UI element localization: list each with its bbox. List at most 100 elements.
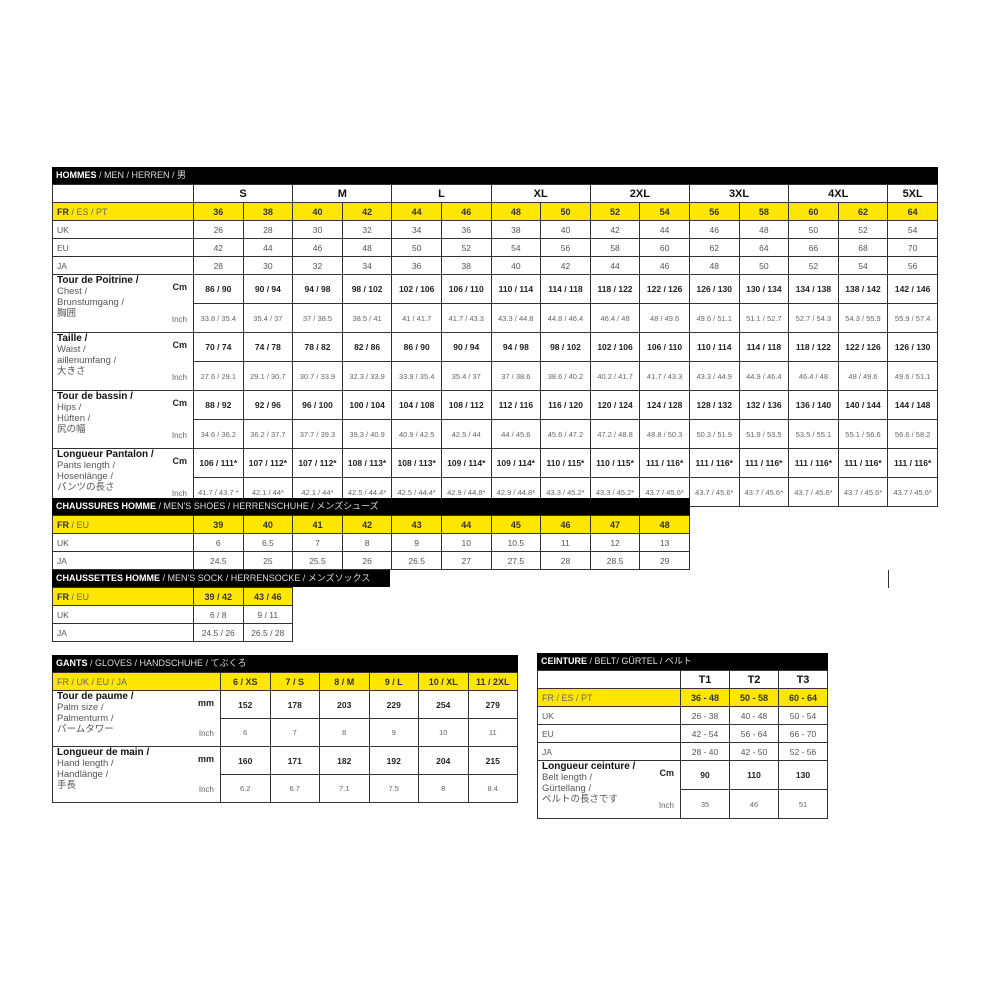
cell: 44 / 45.6 xyxy=(490,419,542,449)
cell: 108 / 113* xyxy=(391,448,442,478)
fr-size: 41 xyxy=(292,515,343,534)
cell: 68 xyxy=(837,238,889,257)
measure-name: Belt length / xyxy=(542,772,593,783)
cell: 74 / 78 xyxy=(242,332,294,362)
size-label: 3XL xyxy=(688,184,790,203)
cell: 130 / 134 xyxy=(738,274,790,304)
fr-size: 47 xyxy=(589,515,641,534)
cell: 110 / 114 xyxy=(688,332,740,362)
cell: 110 / 114 xyxy=(490,274,542,304)
cell: 38 xyxy=(490,220,542,239)
cell: 124 / 128 xyxy=(639,390,690,420)
measure-row-inch: 33.8 / 35.4 35.4 / 37 37 / 38.5 38.5 / 41 41… xyxy=(53,303,938,333)
measure-label: Tour de bassin / Hips / Hüften / 尻の幅 Cm Inch xyxy=(52,390,194,449)
cell: 86 / 90 xyxy=(193,274,244,304)
cell: 40 - 48 xyxy=(729,706,779,725)
cell: 34.6 / 36.2 xyxy=(193,419,244,449)
table-row: JA 28 - 40 42 - 50 52 - 56 xyxy=(537,742,828,761)
cell: 44.9 / 46.4 xyxy=(738,361,790,391)
measure-name: ベルトの長さです xyxy=(542,794,619,805)
cell: 40 xyxy=(490,256,542,275)
cell: 90 / 94 xyxy=(242,274,294,304)
cell: 46.4 / 48 xyxy=(589,303,641,333)
cell: 52 xyxy=(788,256,839,275)
cell: 50 - 54 xyxy=(778,706,828,725)
cell: 56 xyxy=(887,256,938,275)
cell: 116 / 120 xyxy=(540,390,591,420)
fr-size: 10 / XL xyxy=(418,672,469,691)
size-label: 4XL xyxy=(788,184,889,203)
cell: 138 / 142 xyxy=(837,274,889,304)
cell: 46.4 / 48 xyxy=(788,361,839,391)
measure-name: Palmenturm / xyxy=(57,713,114,724)
cell: 28 xyxy=(193,256,244,275)
row-label: FR / ES / PT xyxy=(537,688,681,707)
fr-size-row: FR / EU 39 / 42 43 / 46 xyxy=(52,587,293,606)
cell: 37 / 38.6 xyxy=(490,361,542,391)
cell: 52 xyxy=(440,238,492,257)
cell: 55.1 / 56.6 xyxy=(837,419,889,449)
divider xyxy=(888,570,889,588)
cell: 118 / 122 xyxy=(788,332,839,362)
cell: 51.1 / 52.7 xyxy=(738,303,790,333)
cell: 46 xyxy=(729,789,779,819)
measure-name: Tour de Poitrine / xyxy=(57,275,139,287)
cell: 55.9 / 57.4 xyxy=(887,303,938,333)
measure-label: Tour de Poitrine / Chest / Brunstumgang / 胸… xyxy=(52,274,194,333)
cell: 35.4 / 37 xyxy=(242,303,294,333)
cell: 24.5 / 26 xyxy=(193,623,244,642)
size-label: L xyxy=(391,184,492,203)
cell: 28 xyxy=(242,220,294,239)
title-bold: CEINTURE xyxy=(541,656,590,666)
measure-row: Longueur Pantalon / Pants length / Hosenlä… xyxy=(52,448,938,507)
measure-label: Taille / Waist / aillenumfang / 大きさ Cm Inch xyxy=(52,332,194,391)
measure-name: Hosenlänge / xyxy=(57,471,113,482)
cell: 43.7 / 45.6* xyxy=(738,477,790,507)
cell: 10.5 xyxy=(490,533,542,552)
cell: 49.6 / 51.1 xyxy=(688,303,740,333)
cell: 25 xyxy=(242,551,294,570)
cell: 10 xyxy=(418,718,469,747)
fr-size: 43 / 46 xyxy=(242,587,293,606)
cell: 54.3 / 55.9 xyxy=(837,303,889,333)
socks-size-table: CHAUSSETTES HOMME / MEN'S SOCK / HERRENS… xyxy=(52,570,390,642)
cell: 42 xyxy=(589,220,641,239)
measure-row: Tour de Poitrine / Chest / Brunstumgang / 胸… xyxy=(52,274,938,333)
size-label: XL xyxy=(490,184,591,203)
cell: 42 xyxy=(193,238,244,257)
cell: 70 / 74 xyxy=(193,332,244,362)
cell: 52 - 56 xyxy=(778,742,828,761)
fr-size: 38 xyxy=(242,202,294,221)
measure-name: Brunstumgang / xyxy=(57,297,125,308)
cell: 43.7 / 45.6* xyxy=(887,477,938,507)
cell: 36 xyxy=(440,220,492,239)
cell: 114 / 118 xyxy=(738,332,790,362)
size-label: T1 xyxy=(680,670,730,689)
cell: 160 xyxy=(220,746,271,775)
cell: 6 xyxy=(220,718,271,747)
cell: 56.6 / 58.2 xyxy=(887,419,938,449)
fr-size: 50 - 58 xyxy=(729,688,779,707)
cell: 7 xyxy=(292,533,343,552)
cell: 48 xyxy=(688,256,740,275)
row-label: EU xyxy=(537,724,681,743)
cell: 30 xyxy=(242,256,294,275)
fr-size: 54 xyxy=(639,202,690,221)
cell: 215 xyxy=(467,746,518,775)
cell: 44 xyxy=(242,238,294,257)
measure-label: Tour de paume / Palm size / Palmenturm / パー… xyxy=(52,690,221,747)
cell: 109 / 114* xyxy=(440,448,492,478)
size-table: T1 T2 T3 FR / ES / PT 36 - 48 50 - 58 60 - 64 U… xyxy=(537,670,828,819)
cell: 48 xyxy=(738,220,790,239)
cell: 50 xyxy=(788,220,839,239)
cell: 43.7 / 45.6* xyxy=(688,477,740,507)
cell: 6.5 xyxy=(242,533,294,552)
cell: 90 xyxy=(680,760,730,790)
cell: 36.2 / 37.7 xyxy=(242,419,294,449)
unit-label: Cm xyxy=(659,768,674,778)
cell: 109 / 114* xyxy=(490,448,542,478)
cell: 7.1 xyxy=(319,774,370,803)
row-label: UK xyxy=(52,220,194,239)
size-label: T3 xyxy=(778,670,828,689)
